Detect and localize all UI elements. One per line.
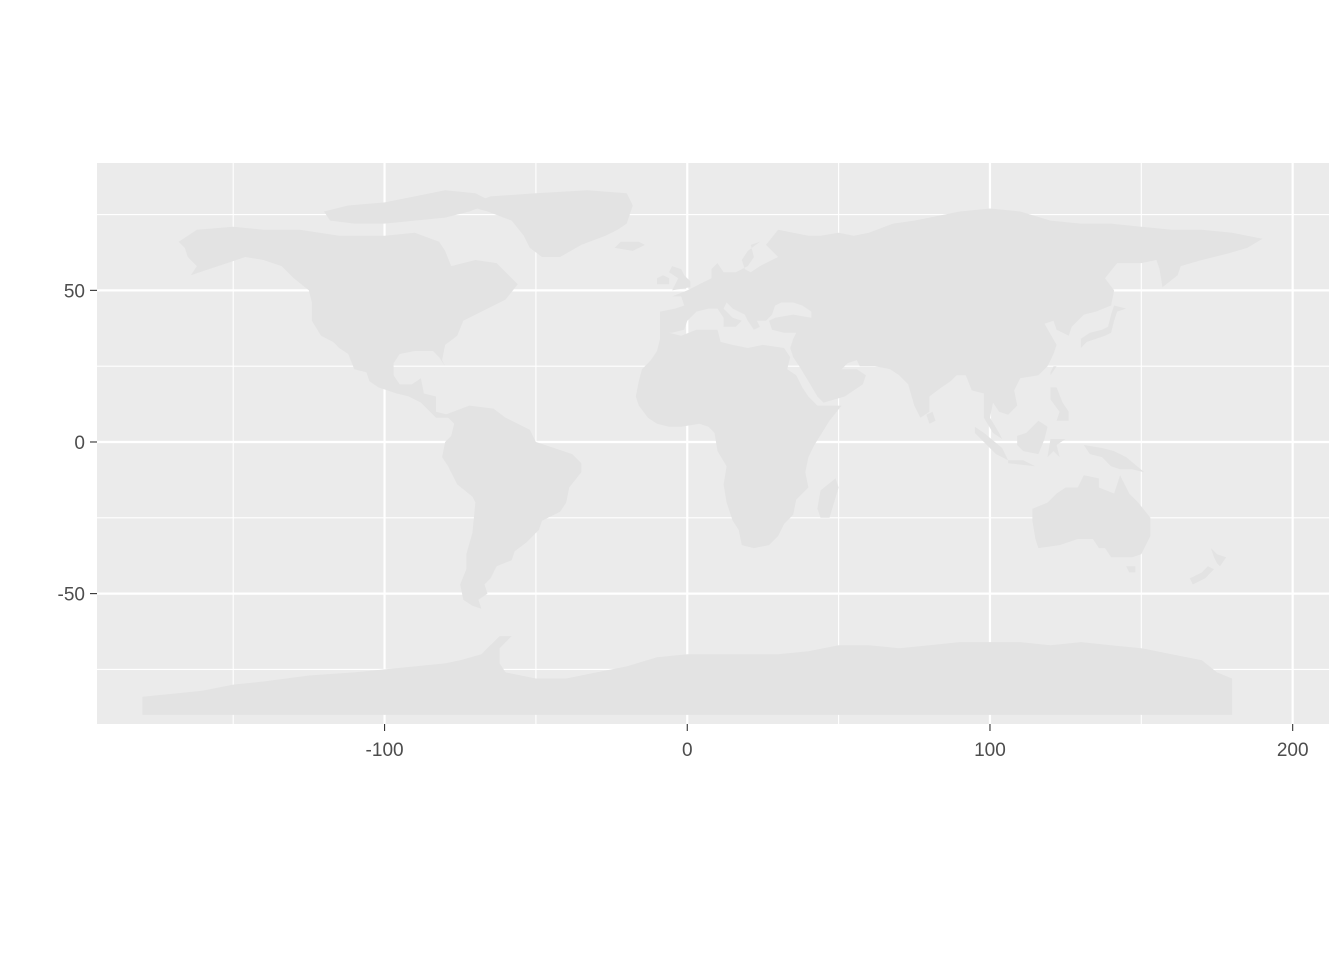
new-guinea-shape bbox=[1083, 445, 1145, 473]
greenland-shape bbox=[466, 190, 633, 257]
sulawesi-shape bbox=[1047, 439, 1066, 458]
tasmania-shape bbox=[1126, 566, 1136, 573]
arctic-islands-shape bbox=[324, 190, 494, 224]
java-shape bbox=[1008, 460, 1036, 467]
south-america-shape bbox=[442, 405, 582, 609]
x-axis: -100 0 100 200 bbox=[366, 724, 1309, 761]
new-zealand-south-shape bbox=[1189, 566, 1214, 585]
japan-shape bbox=[1080, 305, 1127, 348]
philippines-shape bbox=[1050, 387, 1069, 421]
sri-lanka-shape bbox=[926, 411, 936, 424]
y-axis: 50 0 -50 bbox=[58, 281, 97, 606]
x-tick-label: -100 bbox=[366, 740, 404, 761]
ireland-shape bbox=[657, 275, 670, 285]
uk-shape bbox=[669, 266, 691, 291]
sumatra-shape bbox=[974, 426, 1009, 461]
eurasia-africa-shape bbox=[635, 208, 1263, 549]
world-landmass bbox=[142, 190, 1263, 715]
iceland-shape bbox=[614, 241, 645, 251]
x-tick-label: 0 bbox=[682, 740, 693, 761]
australia-shape bbox=[1032, 475, 1151, 558]
antarctica-shape bbox=[142, 636, 1233, 715]
y-tick-label: -50 bbox=[58, 585, 85, 606]
new-zealand-north-shape bbox=[1210, 548, 1227, 567]
madagascar-shape bbox=[817, 478, 839, 518]
borneo-shape bbox=[1017, 420, 1048, 455]
x-tick-label: 100 bbox=[974, 740, 1006, 761]
taiwan-shape bbox=[1050, 366, 1057, 376]
x-tick-label: 200 bbox=[1277, 740, 1309, 761]
y-tick-label: 50 bbox=[64, 281, 85, 302]
north-america-shape bbox=[178, 226, 518, 418]
y-tick-label: 0 bbox=[74, 433, 85, 454]
